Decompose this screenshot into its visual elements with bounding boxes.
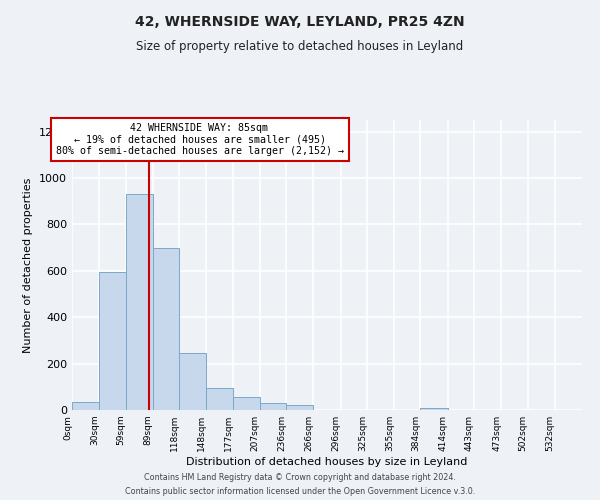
Bar <box>153 248 179 410</box>
Bar <box>99 272 125 410</box>
Text: Contains HM Land Registry data © Crown copyright and database right 2024.: Contains HM Land Registry data © Crown c… <box>144 472 456 482</box>
X-axis label: Distribution of detached houses by size in Leyland: Distribution of detached houses by size … <box>187 457 467 467</box>
Text: Size of property relative to detached houses in Leyland: Size of property relative to detached ho… <box>136 40 464 53</box>
Bar <box>72 402 99 410</box>
Bar <box>125 194 153 410</box>
Text: 42 WHERNSIDE WAY: 85sqm
← 19% of detached houses are smaller (495)
80% of semi-d: 42 WHERNSIDE WAY: 85sqm ← 19% of detache… <box>56 123 343 156</box>
Bar <box>260 403 286 410</box>
Bar <box>179 353 206 410</box>
Y-axis label: Number of detached properties: Number of detached properties <box>23 178 34 352</box>
Bar <box>233 397 260 410</box>
Text: Contains public sector information licensed under the Open Government Licence v.: Contains public sector information licen… <box>125 488 475 496</box>
Bar <box>286 406 313 410</box>
Text: 42, WHERNSIDE WAY, LEYLAND, PR25 4ZN: 42, WHERNSIDE WAY, LEYLAND, PR25 4ZN <box>135 15 465 29</box>
Bar <box>206 388 233 410</box>
Bar <box>421 408 448 410</box>
